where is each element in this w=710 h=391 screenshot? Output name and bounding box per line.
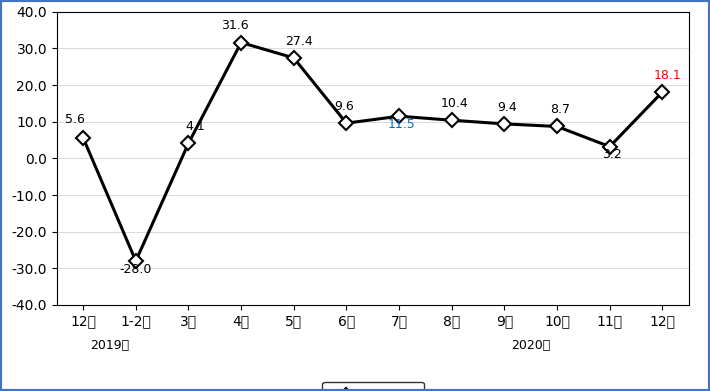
Legend: 出口交货值: 出口交货值 bbox=[322, 382, 424, 391]
Text: 9.4: 9.4 bbox=[497, 100, 517, 114]
出口交货值 bbox=[290, 56, 298, 60]
出口交货值 bbox=[553, 124, 562, 129]
Text: 5.6: 5.6 bbox=[65, 113, 85, 126]
出口交货值 bbox=[395, 114, 403, 118]
出口交货值 bbox=[237, 40, 246, 45]
出口交货值 bbox=[606, 144, 614, 149]
Text: 3.2: 3.2 bbox=[603, 148, 622, 161]
Text: 18.1: 18.1 bbox=[654, 69, 682, 82]
出口交货值 bbox=[184, 141, 192, 146]
出口交货值 bbox=[342, 121, 351, 126]
Text: -28.0: -28.0 bbox=[119, 263, 152, 276]
出口交货值 bbox=[131, 259, 140, 264]
Text: 11.5: 11.5 bbox=[388, 118, 415, 131]
Text: 31.6: 31.6 bbox=[221, 19, 248, 32]
Text: 4.1: 4.1 bbox=[185, 120, 204, 133]
Line: 出口交货值: 出口交货值 bbox=[78, 38, 667, 266]
Text: 27.4: 27.4 bbox=[285, 35, 313, 48]
Text: 9.6: 9.6 bbox=[334, 100, 354, 113]
Text: 8.7: 8.7 bbox=[550, 103, 569, 116]
出口交货值 bbox=[79, 136, 87, 140]
出口交货值 bbox=[500, 122, 508, 126]
Text: 2019年: 2019年 bbox=[90, 339, 129, 352]
Text: 10.4: 10.4 bbox=[440, 97, 469, 110]
Text: 2020年: 2020年 bbox=[511, 339, 550, 352]
出口交货值 bbox=[658, 90, 667, 94]
出口交货值 bbox=[447, 118, 456, 123]
